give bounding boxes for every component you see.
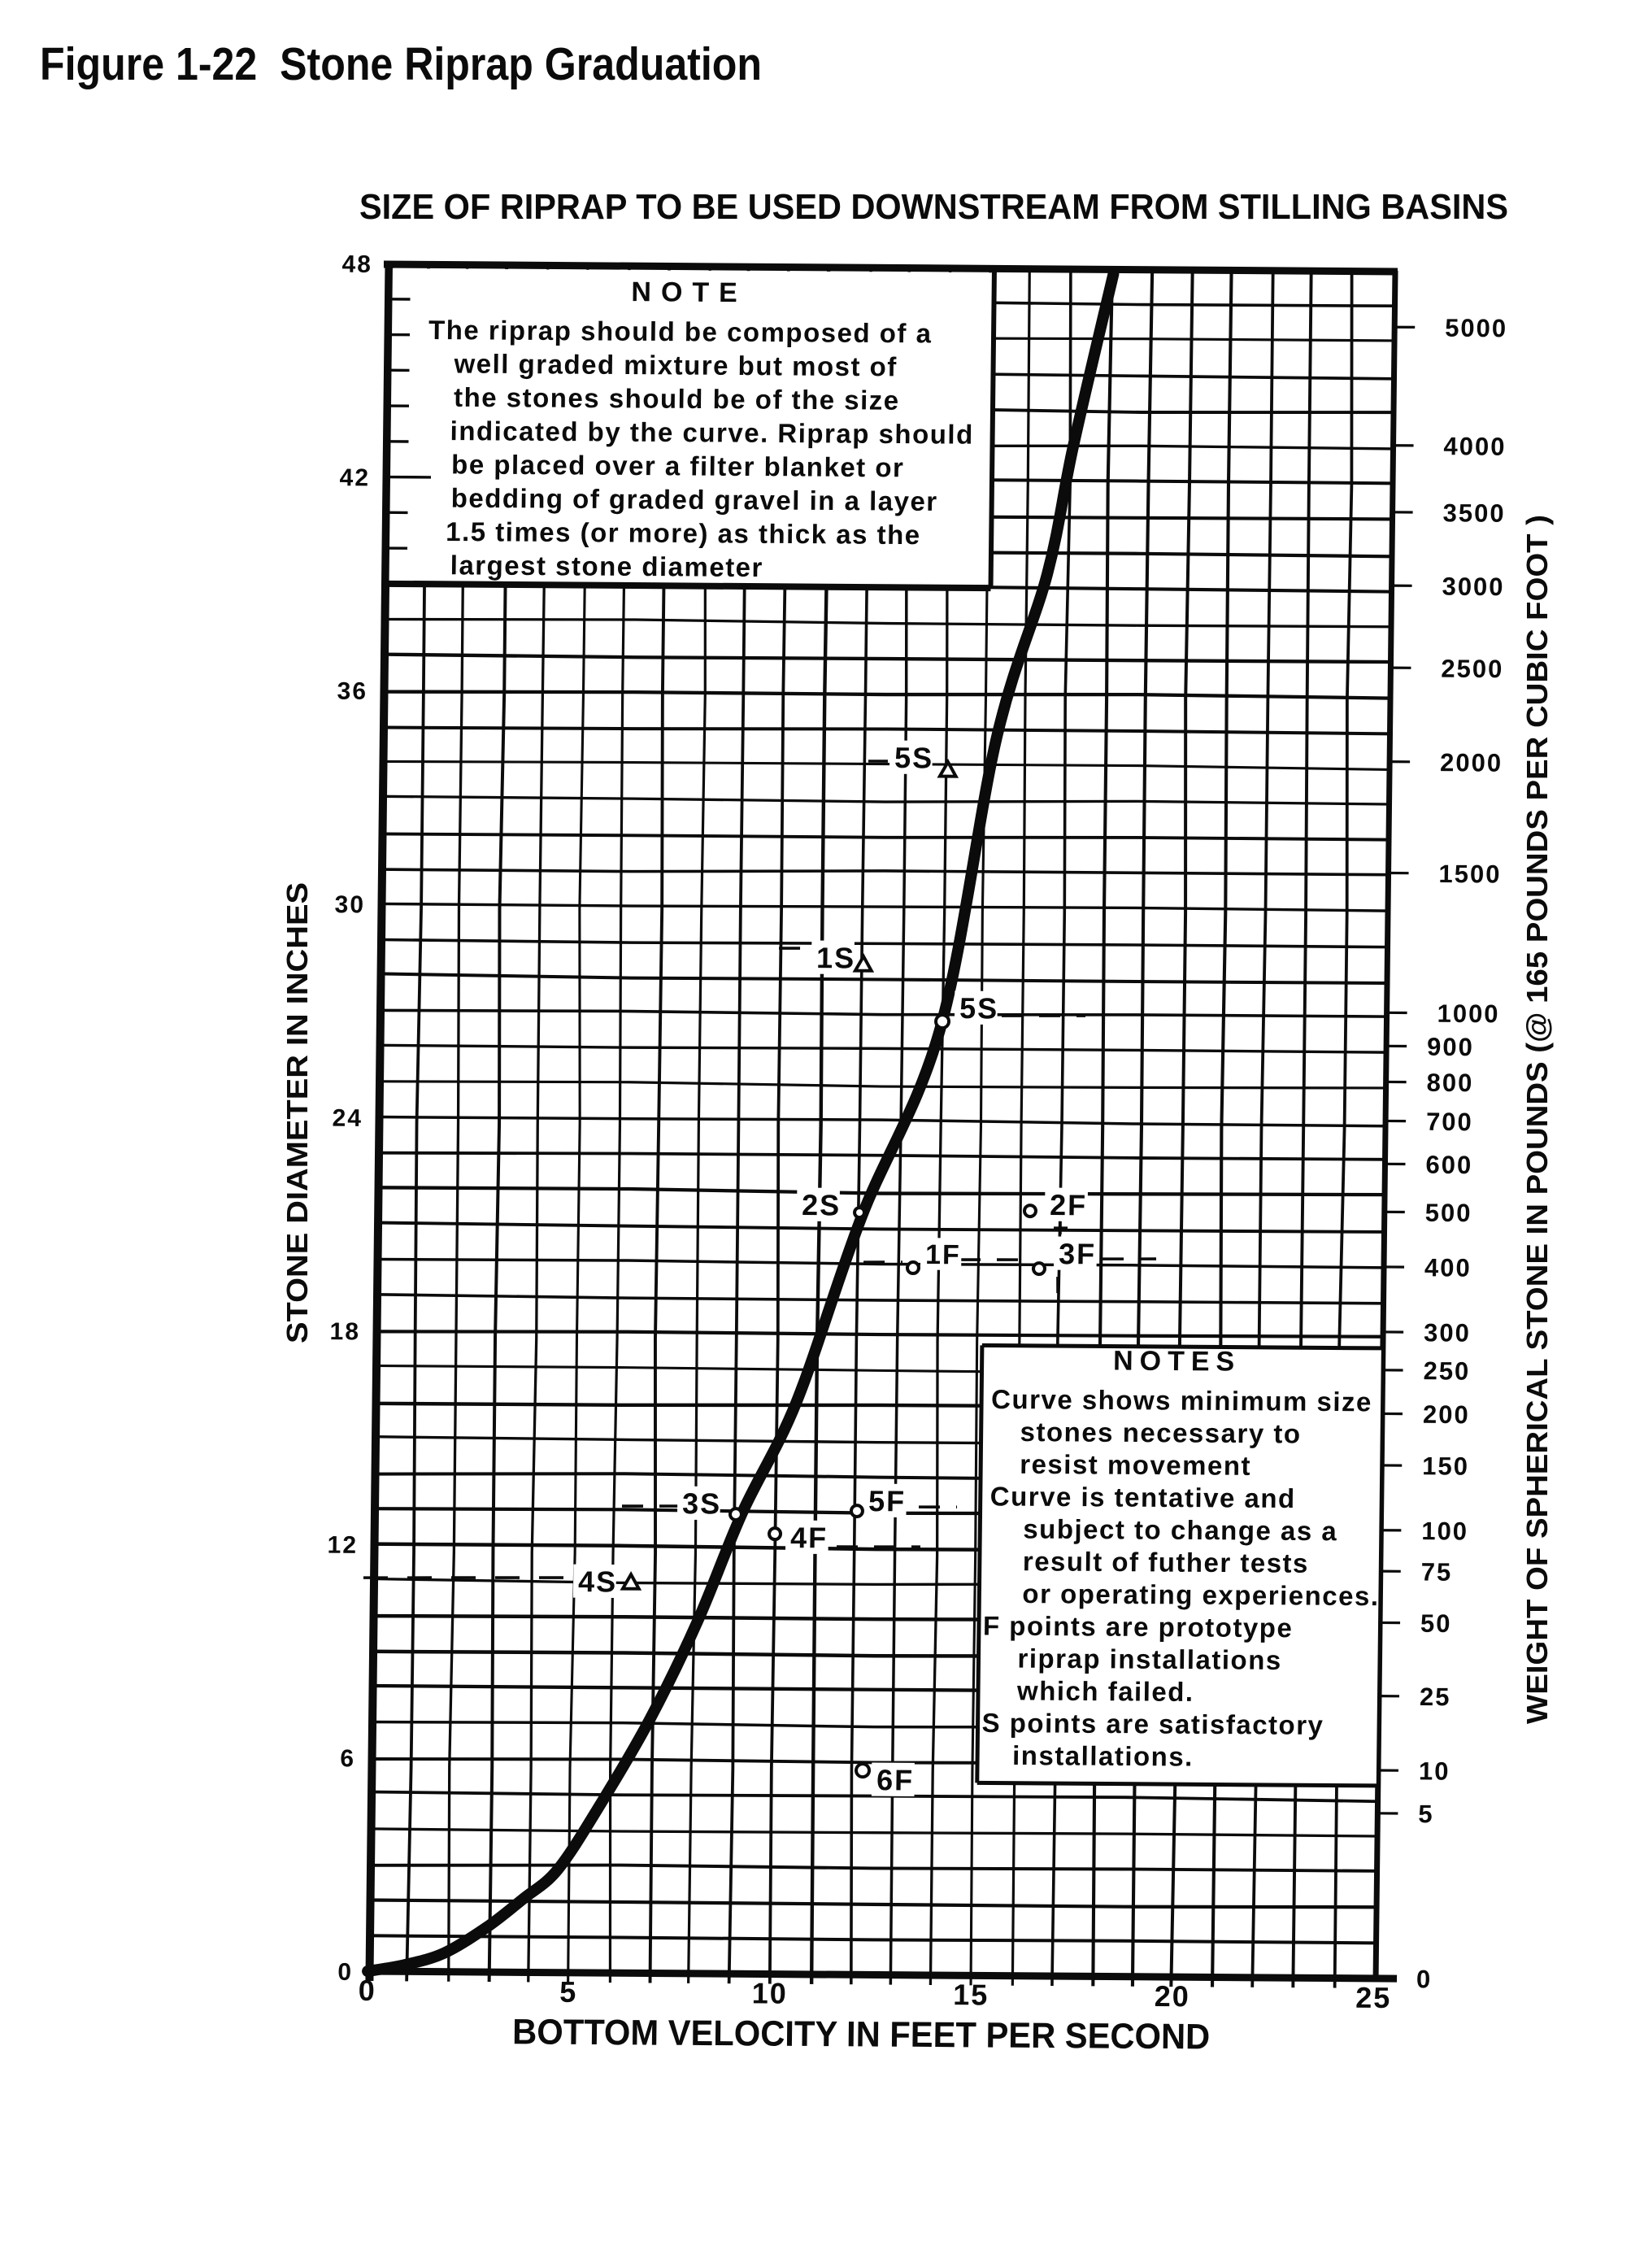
svg-text:well graded mixture but most o: well graded mixture but most of bbox=[453, 348, 898, 381]
svg-text:400: 400 bbox=[1424, 1253, 1472, 1282]
svg-text:50: 50 bbox=[1420, 1609, 1452, 1638]
svg-text:3000: 3000 bbox=[1442, 572, 1504, 602]
svg-text:800: 800 bbox=[1426, 1069, 1473, 1097]
svg-text:36: 36 bbox=[337, 678, 368, 705]
svg-text:700: 700 bbox=[1426, 1108, 1473, 1136]
svg-text:1S: 1S bbox=[816, 941, 856, 974]
svg-text:4S: 4S bbox=[578, 1565, 618, 1598]
svg-text:30: 30 bbox=[334, 891, 365, 918]
svg-text:42: 42 bbox=[339, 464, 370, 491]
svg-text:5S: 5S bbox=[959, 991, 999, 1025]
svg-text:2500: 2500 bbox=[1441, 655, 1503, 684]
svg-text:5F: 5F bbox=[868, 1484, 906, 1517]
svg-text:5: 5 bbox=[559, 1975, 577, 2009]
svg-text:stones necessary to: stones necessary to bbox=[1020, 1417, 1301, 1448]
svg-text:75: 75 bbox=[1421, 1557, 1453, 1586]
svg-text:24: 24 bbox=[332, 1105, 363, 1132]
svg-text:300: 300 bbox=[1424, 1318, 1471, 1347]
svg-text:48: 48 bbox=[341, 251, 372, 278]
svg-text:250: 250 bbox=[1423, 1356, 1470, 1385]
svg-text:NOTE: NOTE bbox=[631, 276, 747, 308]
svg-text:indicated by the curve. Riprap: indicated by the curve. Riprap should bbox=[450, 416, 974, 450]
svg-text:150: 150 bbox=[1422, 1452, 1469, 1480]
svg-text:2S: 2S bbox=[802, 1188, 842, 1221]
svg-text:900: 900 bbox=[1427, 1033, 1474, 1061]
svg-text:0: 0 bbox=[1416, 1965, 1433, 1993]
svg-text:Curve shows minimum size: Curve shows minimum size bbox=[991, 1384, 1372, 1417]
svg-text:installations.: installations. bbox=[1012, 1740, 1194, 1772]
svg-text:1000: 1000 bbox=[1437, 999, 1499, 1029]
svg-text:BOTTOM VELOCITY IN FEET PER SE: BOTTOM VELOCITY IN FEET PER SECOND bbox=[512, 2012, 1211, 2057]
svg-text:be placed over a filter blanke: be placed over a filter blanket or bbox=[451, 449, 905, 482]
svg-text:1F: 1F bbox=[925, 1239, 961, 1270]
svg-text:10: 10 bbox=[1419, 1757, 1450, 1785]
svg-text:15: 15 bbox=[953, 1978, 989, 2011]
svg-text:bedding of graded gravel in a: bedding of graded gravel in a layer bbox=[451, 483, 938, 516]
svg-text:10: 10 bbox=[752, 1976, 789, 2009]
svg-text:100: 100 bbox=[1421, 1517, 1468, 1545]
svg-text:largest stone diameter: largest stone diameter bbox=[450, 550, 764, 582]
svg-text:riprap installations: riprap installations bbox=[1017, 1643, 1282, 1675]
svg-text:18: 18 bbox=[329, 1318, 360, 1345]
svg-text:4000: 4000 bbox=[1443, 432, 1506, 461]
svg-text:WEIGHT OF SPHERICAL STONE IN P: WEIGHT OF SPHERICAL STONE IN POUNDS (@ 1… bbox=[1520, 515, 1554, 1724]
svg-text:600: 600 bbox=[1425, 1151, 1472, 1179]
svg-text:0: 0 bbox=[359, 1974, 376, 2007]
svg-text:3500: 3500 bbox=[1442, 498, 1505, 528]
svg-text:3F: 3F bbox=[1059, 1237, 1096, 1270]
svg-text:Curve is tentative and: Curve is tentative and bbox=[990, 1481, 1296, 1513]
svg-text:5000: 5000 bbox=[1445, 314, 1507, 343]
svg-text:0: 0 bbox=[337, 1959, 353, 1986]
svg-text:F points are prototype: F points are prototype bbox=[983, 1611, 1294, 1643]
svg-text:6F: 6F bbox=[876, 1763, 914, 1796]
svg-text:The riprap should be composed: The riprap should be composed of a bbox=[428, 315, 933, 348]
svg-text:which failed.: which failed. bbox=[1016, 1675, 1194, 1707]
svg-text:12: 12 bbox=[327, 1532, 358, 1559]
svg-text:Figure 1-22 Stone Riprap Grad: Figure 1-22 Stone Riprap Graduation bbox=[40, 38, 762, 90]
svg-text:subject to change as a: subject to change as a bbox=[1023, 1513, 1337, 1546]
svg-text:5S: 5S bbox=[894, 741, 934, 774]
svg-text:or operating experiences.: or operating experiences. bbox=[1022, 1578, 1380, 1611]
svg-text:5: 5 bbox=[1418, 1800, 1434, 1828]
svg-text:200: 200 bbox=[1423, 1400, 1470, 1429]
svg-text:S points are satisfactory: S points are satisfactory bbox=[981, 1708, 1324, 1740]
svg-text:1.5 times (or more) as thick a: 1.5 times (or more) as thick as the bbox=[446, 516, 921, 550]
svg-text:SIZE OF RIPRAP TO BE USED DOWN: SIZE OF RIPRAP TO BE USED DOWNSTREAM FRO… bbox=[359, 187, 1508, 227]
svg-text:3S: 3S bbox=[682, 1487, 722, 1520]
svg-text:result of futher tests: result of futher tests bbox=[1023, 1546, 1309, 1578]
svg-text:4F: 4F bbox=[790, 1521, 828, 1554]
svg-text:6: 6 bbox=[340, 1745, 355, 1772]
svg-text:25: 25 bbox=[1355, 1981, 1392, 2014]
svg-text:NOTES: NOTES bbox=[1113, 1346, 1242, 1378]
svg-text:20: 20 bbox=[1155, 1979, 1191, 2013]
svg-text:STONE DIAMETER IN INCHES: STONE DIAMETER IN INCHES bbox=[281, 882, 314, 1343]
svg-text:the stones should be of the si: the stones should be of the size bbox=[454, 382, 900, 416]
svg-text:2000: 2000 bbox=[1440, 748, 1503, 777]
svg-text:2F: 2F bbox=[1050, 1188, 1087, 1221]
svg-text:1500: 1500 bbox=[1438, 860, 1501, 889]
svg-text:resist movement: resist movement bbox=[1020, 1449, 1251, 1481]
svg-text:25: 25 bbox=[1420, 1682, 1451, 1711]
svg-text:500: 500 bbox=[1425, 1199, 1472, 1227]
